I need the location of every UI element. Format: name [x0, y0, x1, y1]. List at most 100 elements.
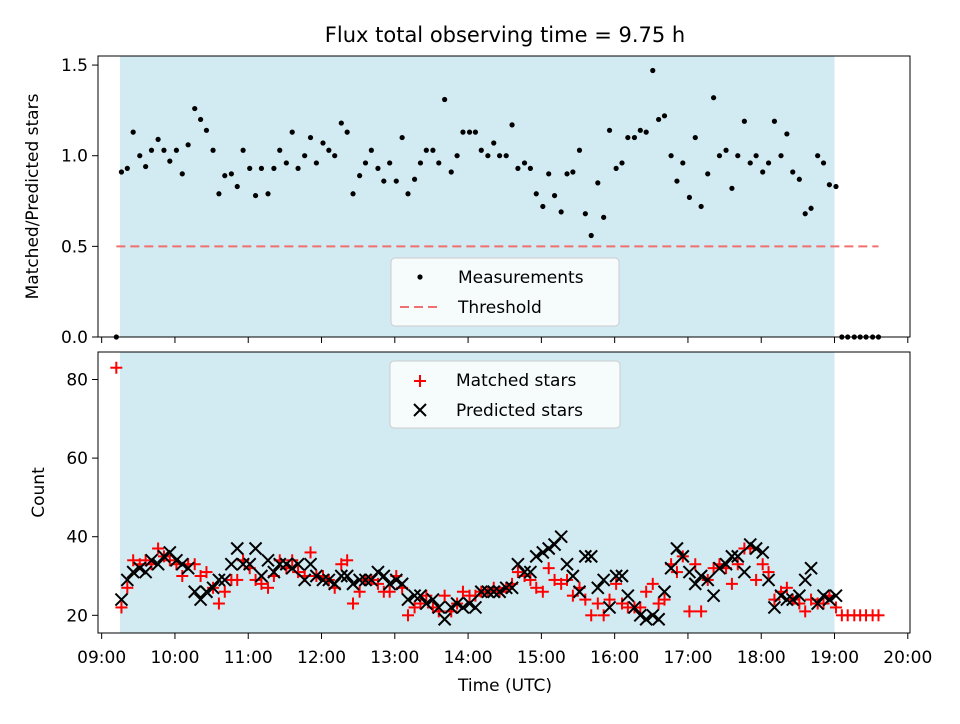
predicted-star-point — [719, 557, 733, 571]
measurement-point — [765, 160, 772, 166]
predicted-star-point — [358, 573, 373, 587]
measurement-point — [595, 180, 601, 186]
x-tick-label: 18:00 — [737, 648, 786, 668]
predicted-star-point — [792, 588, 807, 603]
predicted-star-point — [651, 612, 666, 626]
measurement-point — [137, 153, 143, 159]
measurement-point — [271, 165, 277, 171]
matched-star-point — [640, 585, 653, 598]
measurement-point — [716, 153, 723, 159]
predicted-star-point — [382, 577, 397, 591]
measurement-point — [729, 185, 735, 191]
matched-star-point — [110, 361, 123, 374]
legend-measurements-label: Measurements — [458, 268, 584, 288]
measurement-point — [203, 127, 210, 133]
measurement-point — [350, 191, 356, 197]
measurement-point — [302, 153, 308, 159]
measurement-point — [784, 131, 790, 137]
predicted-star-point — [560, 557, 574, 571]
predicted-star-point — [377, 569, 391, 583]
measurement-point — [320, 140, 326, 146]
predicted-star-point — [749, 541, 763, 556]
predicted-star-point — [450, 596, 464, 611]
top-y-axis: 0.0 0.5 1.0 1.5 — [61, 56, 98, 348]
predicted-star-point — [517, 565, 532, 579]
predicted-star-point — [755, 545, 770, 560]
predicted-star-point — [212, 573, 226, 587]
predicted-star-point — [774, 588, 788, 603]
predicted-star-point — [529, 549, 543, 564]
matched-star-point — [561, 573, 574, 586]
measurement-point — [332, 153, 338, 159]
measurement-point — [148, 147, 155, 153]
measurement-point — [723, 147, 729, 153]
top-y-tick-label: 1.0 — [61, 147, 88, 167]
measurements-series — [113, 67, 882, 340]
predicted-star-point — [114, 592, 129, 607]
matched-star-point — [780, 581, 793, 594]
predicted-star-point — [303, 557, 318, 571]
matched-star-point — [829, 601, 842, 614]
predicted-star-point — [395, 577, 409, 591]
top-legend: Measurements Threshold — [390, 257, 620, 327]
matched-star-point — [799, 605, 812, 618]
predicted-star-point — [242, 557, 257, 571]
predicted-star-point — [657, 585, 672, 599]
x-tick-label: 16:00 — [590, 648, 639, 668]
measurement-point — [173, 147, 180, 153]
predicted-star-point — [151, 557, 165, 571]
measurement-point — [258, 165, 265, 171]
measurement-point — [686, 194, 693, 201]
measurement-point — [161, 147, 167, 153]
measurement-point — [747, 160, 753, 166]
measurement-point — [674, 178, 680, 184]
matched-star-point — [536, 585, 549, 598]
measurement-point — [656, 116, 662, 123]
predicted-star-point — [602, 600, 617, 615]
predicted-star-point — [822, 592, 837, 607]
predicted-star-point — [175, 557, 189, 571]
matched-star-point — [163, 554, 176, 567]
measurement-point — [533, 191, 539, 197]
predicted-star-point — [297, 573, 312, 587]
measurement-point — [820, 160, 827, 166]
predicted-star-point — [230, 541, 244, 556]
predicted-star-point — [126, 565, 140, 579]
predicted-star-point — [487, 585, 501, 599]
bottom-y-tick-label: 60 — [66, 449, 88, 469]
bottom-y-tick-label: 40 — [66, 528, 88, 548]
measurement-point — [436, 160, 442, 166]
predicted-star-point — [505, 581, 519, 595]
matched-star-point — [542, 562, 555, 575]
measurement-point — [472, 129, 479, 135]
predicted-star-point — [279, 557, 294, 571]
predicted-star-point — [712, 561, 727, 575]
predicted-star-point — [584, 549, 598, 564]
predicted-stars-series — [114, 530, 843, 626]
matched-star-point — [646, 577, 659, 590]
measurement-point — [668, 153, 674, 159]
predicted-star-point — [829, 588, 843, 603]
predicted-star-point — [144, 553, 159, 568]
matched-star-point — [231, 573, 244, 586]
measurement-point — [326, 147, 332, 153]
matched-star-point — [695, 605, 708, 618]
predicted-star-point — [682, 565, 697, 579]
measurement-point — [192, 105, 198, 112]
predicted-star-point — [523, 565, 538, 579]
legend-predicted-label: Predicted stars — [456, 401, 583, 421]
measurement-point — [295, 165, 301, 171]
predicted-star-point — [291, 557, 305, 571]
measurement-point — [466, 129, 473, 135]
measurement-point — [210, 147, 216, 153]
matched-star-point — [683, 605, 696, 618]
predicted-star-point — [578, 549, 593, 564]
measurement-point — [741, 118, 747, 124]
measurement-point — [576, 147, 583, 153]
measurement-point — [381, 178, 387, 184]
predicted-star-point — [462, 596, 477, 611]
measurement-point — [252, 192, 259, 199]
predicted-star-point — [731, 549, 745, 564]
measurement-point — [570, 169, 576, 175]
